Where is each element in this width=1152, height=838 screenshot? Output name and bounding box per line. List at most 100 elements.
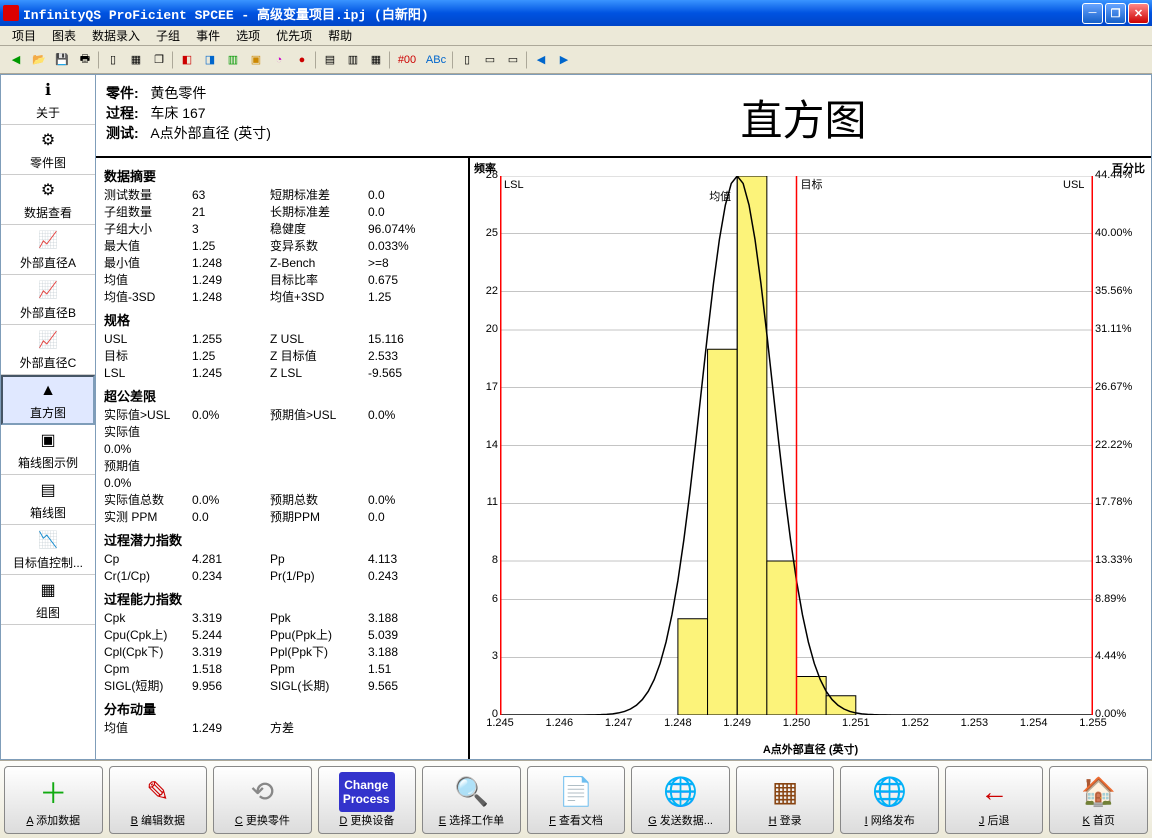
menu-事件[interactable]: 事件 bbox=[188, 25, 228, 46]
stat-row: 实测 PPM0.0预期PPM0.0 bbox=[104, 509, 460, 526]
sidebar-label: 零件图 bbox=[30, 154, 66, 171]
stat-row: 最大值1.25变异系数0.033% bbox=[104, 238, 460, 255]
sidebar-icon: 📈 bbox=[34, 328, 62, 352]
sidebar-外部直径C[interactable]: 📈外部直径C bbox=[1, 325, 95, 375]
button-label: G 发送数据... bbox=[648, 812, 713, 828]
stats-heading: 数据摘要 bbox=[104, 168, 460, 185]
menu-数据录入[interactable]: 数据录入 bbox=[84, 25, 148, 46]
sidebar-label: 数据查看 bbox=[24, 204, 72, 221]
part-value: 黄色零件 bbox=[150, 85, 206, 101]
sidebar-数据查看[interactable]: ⚙ 数据查看 bbox=[1, 175, 95, 225]
tool-chart3-icon[interactable]: ▥ bbox=[223, 50, 243, 70]
tool-chart1-icon[interactable]: ◧ bbox=[177, 50, 197, 70]
app-icon bbox=[3, 5, 19, 21]
button-icon: ✎ bbox=[146, 772, 169, 812]
menu-bar: 项目图表数据录入子组事件选项优先项帮助 bbox=[0, 26, 1152, 46]
tool-stats-icon[interactable]: ● bbox=[292, 50, 312, 70]
minimize-button[interactable]: ─ bbox=[1082, 3, 1103, 24]
menu-图表[interactable]: 图表 bbox=[44, 25, 84, 46]
tool-e-icon[interactable]: ▭ bbox=[480, 50, 500, 70]
svg-text:均值: 均值 bbox=[709, 190, 731, 203]
tool-box-icon[interactable]: ▣ bbox=[246, 50, 266, 70]
bottom-btn-编辑数据[interactable]: ✎B 编辑数据 bbox=[109, 766, 208, 834]
button-icon: 🌐 bbox=[663, 772, 698, 812]
stat-row: 目标1.25Z 目标值2.533 bbox=[104, 348, 460, 365]
test-value: A点外部直径 (英寸) bbox=[150, 125, 271, 141]
sidebar-外部直径A[interactable]: 📈外部直径A bbox=[1, 225, 95, 275]
bottom-btn-查看文档[interactable]: 📄F 查看文档 bbox=[527, 766, 626, 834]
tool-win1-icon[interactable]: ▯ bbox=[103, 50, 123, 70]
sidebar-icon: 📈 bbox=[34, 278, 62, 302]
bottom-btn-网络发布[interactable]: 🌐I 网络发布 bbox=[840, 766, 939, 834]
tool-abc-icon[interactable]: ABc bbox=[423, 50, 449, 70]
sidebar-目标值控制...[interactable]: 📉 目标值控制... bbox=[1, 525, 95, 575]
button-icon: 📄 bbox=[559, 772, 594, 812]
tool-open-icon[interactable]: 📂 bbox=[29, 50, 49, 70]
tool-back2-icon[interactable]: ◀ bbox=[531, 50, 551, 70]
sidebar-直方图[interactable]: ▲直方图 bbox=[1, 375, 95, 425]
maximize-button[interactable]: ❐ bbox=[1105, 3, 1126, 24]
tool-save-icon[interactable]: 💾 bbox=[52, 50, 72, 70]
menu-优先项[interactable]: 优先项 bbox=[268, 25, 320, 46]
sidebar-label: 关于 bbox=[36, 104, 60, 121]
bottom-btn-选择工作单[interactable]: 🔍E 选择工作单 bbox=[422, 766, 521, 834]
header-block: 零件: 黄色零件 过程: 车床 167 测试: A点外部直径 (英寸) 直方图 bbox=[96, 75, 1151, 158]
tool-back-icon[interactable]: ◀ bbox=[6, 50, 26, 70]
tool-print-icon[interactable]: 🖶 bbox=[75, 50, 95, 70]
sidebar-外部直径B[interactable]: 📈外部直径B bbox=[1, 275, 95, 325]
bottom-btn-后退[interactable]: ←J 后退 bbox=[945, 766, 1044, 834]
stats-heading: 规格 bbox=[104, 312, 460, 329]
bottom-btn-更换设备[interactable]: ChangeProcessD 更换设备 bbox=[318, 766, 417, 834]
bottom-btn-登录[interactable]: ▦H 登录 bbox=[736, 766, 835, 834]
tool-b-icon[interactable]: ▥ bbox=[343, 50, 363, 70]
stat-row: 均值1.249方差 bbox=[104, 720, 460, 737]
button-label: H 登录 bbox=[769, 812, 802, 828]
sidebar-零件图[interactable]: ⚙零件图 bbox=[1, 125, 95, 175]
sidebar-关于[interactable]: ℹ 关于 bbox=[1, 75, 95, 125]
stat-row: USL1.255Z USL15.116 bbox=[104, 331, 460, 348]
stat-row: Cp4.281Pp4.113 bbox=[104, 551, 460, 568]
sidebar-icon: ▤ bbox=[34, 478, 62, 502]
menu-项目[interactable]: 项目 bbox=[4, 25, 44, 46]
tool-d-icon[interactable]: ▯ bbox=[457, 50, 477, 70]
sidebar-箱线图[interactable]: ▤ 箱线图 bbox=[1, 475, 95, 525]
sidebar-label: 组图 bbox=[36, 604, 60, 621]
tool-cascade-icon[interactable]: ❐ bbox=[149, 50, 169, 70]
tool-f-icon[interactable]: ▭ bbox=[503, 50, 523, 70]
bottom-btn-更换零件[interactable]: ⟲C 更换零件 bbox=[213, 766, 312, 834]
sidebar-组图[interactable]: ▦组图 bbox=[1, 575, 95, 625]
process-value: 车床 167 bbox=[150, 105, 205, 121]
toolbar: ◀ 📂 💾 🖶 ▯ ▦ ❐ ◧ ◨ ▥ ▣ ◔ ● ▤ ▥ ▦ #00 ABc … bbox=[0, 46, 1152, 74]
tool-fwd-icon[interactable]: ▶ bbox=[554, 50, 574, 70]
bottom-btn-首页[interactable]: 🏠K 首页 bbox=[1049, 766, 1148, 834]
sidebar-icon: 📉 bbox=[34, 528, 62, 552]
sidebar-icon: ⚙ bbox=[34, 178, 62, 202]
tool-chart2-icon[interactable]: ◨ bbox=[200, 50, 220, 70]
sidebar-icon: ℹ bbox=[34, 78, 62, 102]
tool-a-icon[interactable]: ▤ bbox=[320, 50, 340, 70]
close-button[interactable]: ✕ bbox=[1128, 3, 1149, 24]
button-label: I 网络发布 bbox=[865, 812, 915, 828]
stat-row: Cr(1/Cp)0.234Pr(1/Pp)0.243 bbox=[104, 568, 460, 585]
bottom-toolbar: ＋A 添加数据✎B 编辑数据⟲C 更换零件ChangeProcessD 更换设备… bbox=[0, 760, 1152, 838]
chart-panel: 频率 百分比 0368111417202225280.00%4.44%8.89%… bbox=[470, 158, 1151, 759]
menu-子组[interactable]: 子组 bbox=[148, 25, 188, 46]
bottom-btn-添加数据[interactable]: ＋A 添加数据 bbox=[4, 766, 103, 834]
sidebar-label: 箱线图 bbox=[30, 504, 66, 521]
sidebar-label: 目标值控制... bbox=[13, 554, 83, 571]
button-label: J 后退 bbox=[979, 812, 1010, 828]
stats-heading: 过程潜力指数 bbox=[104, 532, 460, 549]
tool-pie-icon[interactable]: ◔ bbox=[269, 50, 289, 70]
button-icon: 🔍 bbox=[454, 772, 489, 812]
button-icon: ⟲ bbox=[251, 772, 274, 812]
bottom-btn-发送数据...[interactable]: 🌐G 发送数据... bbox=[631, 766, 730, 834]
sidebar-箱线图示例[interactable]: ▣箱线图示例 bbox=[1, 425, 95, 475]
stats-panel: 数据摘要测试数量63短期标准差0.0子组数量21长期标准差0.0子组大小3稳健度… bbox=[96, 158, 470, 759]
tool-c-icon[interactable]: ▦ bbox=[366, 50, 386, 70]
tool-grid-icon[interactable]: ▦ bbox=[126, 50, 146, 70]
tool-num-icon[interactable]: #00 bbox=[394, 50, 420, 70]
button-label: B 编辑数据 bbox=[131, 812, 185, 828]
menu-帮助[interactable]: 帮助 bbox=[320, 25, 360, 46]
stat-row: LSL1.245Z LSL-9.565 bbox=[104, 365, 460, 382]
menu-选项[interactable]: 选项 bbox=[228, 25, 268, 46]
